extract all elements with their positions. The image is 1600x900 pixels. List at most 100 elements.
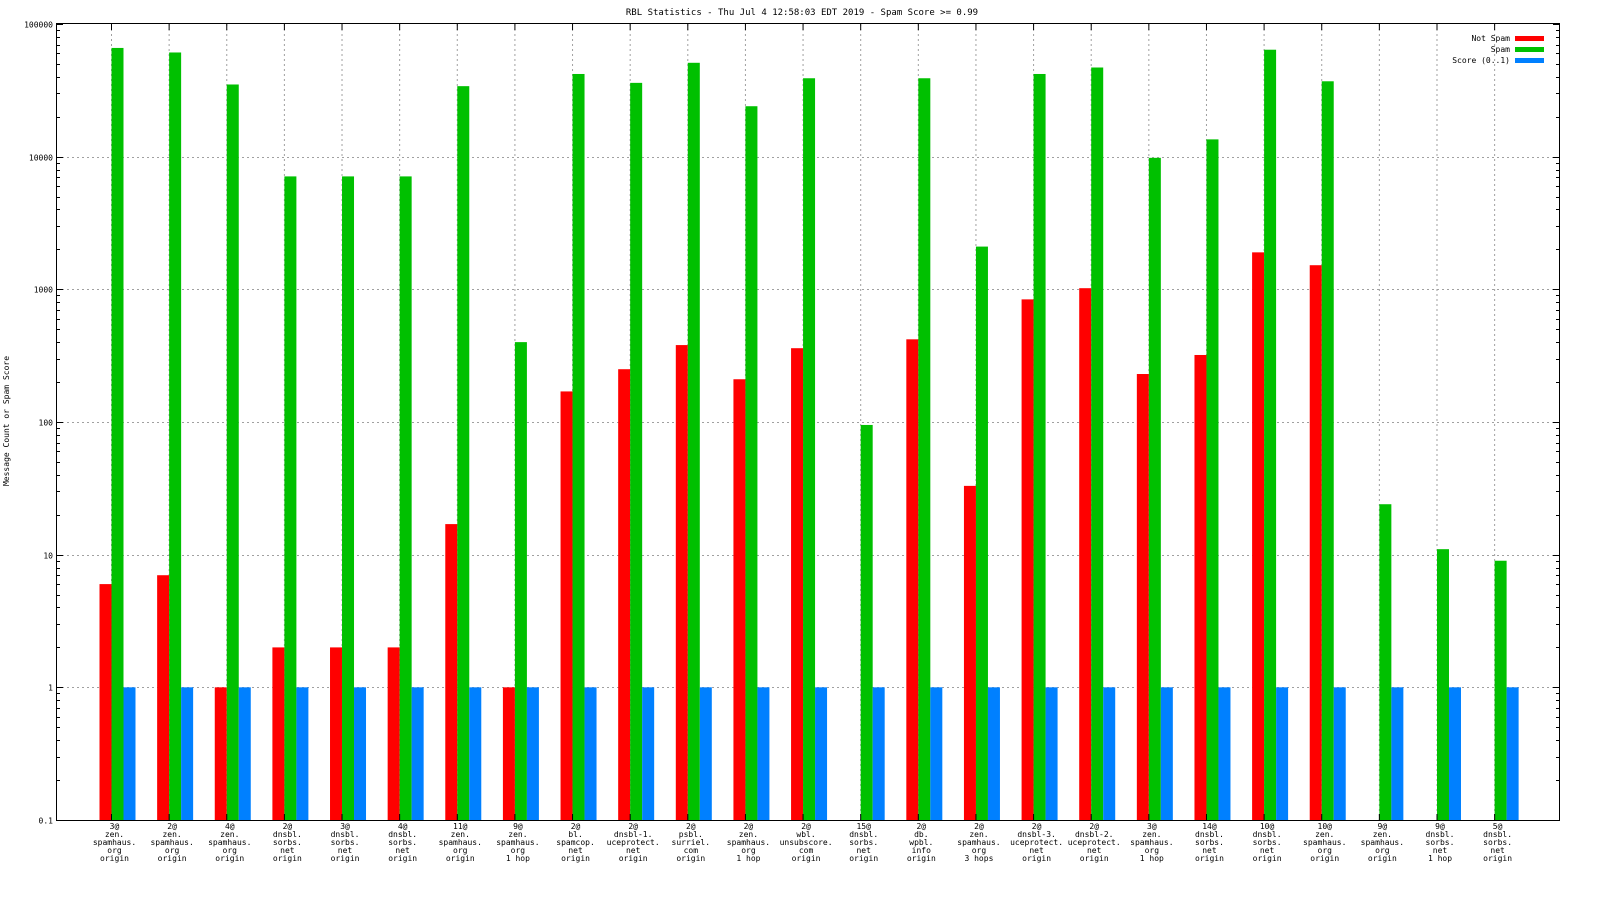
x-category-label: net [395,846,410,855]
x-category-label: zen. [1142,830,1161,839]
x-category-label: origin [1253,854,1282,863]
y-tick-label: 0.1 [39,817,54,826]
y-tick-label: 1000 [34,286,53,295]
x-category-label: spamhaus. [1130,838,1173,847]
x-category-label: 2@ [686,822,696,831]
x-category-label: dnsbl. [1483,830,1512,839]
x-category-label: dnsbl-1. [614,830,653,839]
x-category-label: org [107,846,122,855]
x-category-label: zen. [969,830,988,839]
x-category-label: origin [792,854,821,863]
y-axis-ticks: 0.1 1 10 100 1000 10000 100000 [24,21,1559,826]
x-category-label: org [741,846,756,855]
x-category-label: origin [1368,854,1397,863]
x-category-label: 2@ [167,822,177,831]
bar-spam [1494,560,1507,820]
bar-score-0-1- [123,687,136,820]
x-category-label: net [856,846,871,855]
y-tick-label: 10000 [29,154,53,163]
x-category-label: dnsbl. [1426,830,1455,839]
x-category-label: 2@ [283,822,293,831]
x-category-label: dnsbl. [388,830,417,839]
plot-frame [56,23,1560,821]
x-category-label: origin [388,854,417,863]
bar-spam [918,78,931,821]
x-category-label: 10@ [1260,822,1275,831]
bar-score-0-1- [1160,687,1173,820]
x-category-label: origin [1310,854,1339,863]
legend: Not Spam Spam Score (0..1) [1452,34,1544,65]
x-category-label: org [453,846,468,855]
bar-score-0-1- [757,687,770,820]
x-category-label: spamhaus. [957,838,1000,847]
x-category-label: spamhaus. [1303,838,1346,847]
x-category-label: dnsbl. [331,830,360,839]
bar-spam [745,106,758,820]
x-category-label: origin [907,854,936,863]
x-category-label: sorbs. [1426,838,1455,847]
x-category-label: zen. [1373,830,1392,839]
bars [99,47,1519,821]
x-category-label: zen. [105,830,124,839]
bar-score-0-1- [699,687,712,820]
bar-not-spam [618,369,631,820]
x-category-label: 2@ [1089,822,1099,831]
bar-score-0-1- [526,687,539,820]
x-category-label: net [280,846,295,855]
x-category-label: 1 hop [1140,854,1164,863]
x-category-label: net [626,846,641,855]
x-category-label: origin [215,854,244,863]
x-category-label: spamhaus. [208,838,251,847]
bar-not-spam [330,647,343,820]
bar-not-spam [1194,354,1207,820]
bar-not-spam [1309,265,1322,820]
x-category-label: 3@ [340,822,350,831]
x-category-label: 10@ [1318,822,1333,831]
x-category-label: org [165,846,180,855]
legend-swatch [1515,58,1544,63]
x-category-label: 2@ [571,822,581,831]
bar-spam [457,86,470,821]
x-category-label: 15@ [856,822,871,831]
x-category-label: sorbs. [1483,838,1512,847]
x-category-label: db. [914,830,928,839]
bar-spam [630,82,643,820]
bar-score-0-1- [354,687,367,820]
x-category-label: 9@ [1435,822,1445,831]
bar-score-0-1- [987,687,1000,820]
x-category-label: origin [446,854,475,863]
bar-spam [687,62,700,820]
bar-not-spam [502,687,515,820]
x-category-label: 1 hop [1428,854,1452,863]
x-category-label: 1 hop [506,854,530,863]
x-category-label: info [912,846,931,855]
x-category-label: psbl. [679,830,703,839]
x-category-label: net [1490,846,1505,855]
bar-spam [342,176,355,820]
bar-not-spam [387,647,400,820]
y-tick-label: 100000 [24,21,53,30]
x-category-label: wpbl. [909,838,933,847]
bar-not-spam [1136,374,1149,820]
bar-not-spam [99,584,112,820]
x-category-label: net [1260,846,1275,855]
x-category-label: 3@ [110,822,120,831]
x-category-label: sorbs. [1253,838,1282,847]
x-category-label: 2@ [974,822,984,831]
bar-score-0-1- [1333,687,1346,820]
bar-spam [1206,139,1219,820]
x-category-label: spamhaus. [439,838,482,847]
x-category-label: zen. [162,830,181,839]
x-category-label: spamhaus. [727,838,770,847]
x-category-label: 2@ [801,822,811,831]
x-category-label: origin [1195,854,1224,863]
x-category-label: com [799,846,814,855]
bar-score-0-1- [1276,687,1289,820]
x-category-label: spamhaus. [150,838,193,847]
bar-not-spam [272,647,285,820]
bar-not-spam [791,348,804,820]
bar-spam [1321,81,1334,821]
x-category-label: dnsbl. [273,830,302,839]
x-category-label: surriel. [672,838,711,847]
bar-score-0-1- [181,687,194,820]
